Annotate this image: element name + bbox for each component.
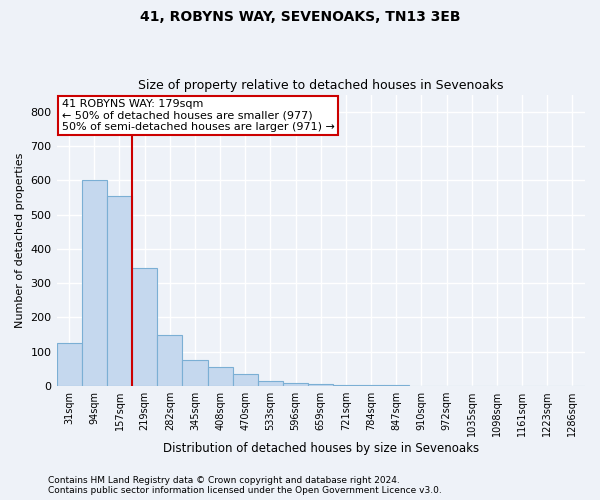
X-axis label: Distribution of detached houses by size in Sevenoaks: Distribution of detached houses by size … [163,442,479,455]
Bar [107,196,132,386]
Bar [233,374,258,386]
Y-axis label: Number of detached properties: Number of detached properties [15,152,25,328]
Text: 41, ROBYNS WAY, SEVENOAKS, TN13 3EB: 41, ROBYNS WAY, SEVENOAKS, TN13 3EB [140,10,460,24]
Bar [334,385,359,386]
Bar [182,360,208,386]
Text: Contains HM Land Registry data © Crown copyright and database right 2024.
Contai: Contains HM Land Registry data © Crown c… [48,476,442,495]
Bar [208,367,233,386]
Bar [308,384,334,386]
Text: 41 ROBYNS WAY: 179sqm
← 50% of detached houses are smaller (977)
50% of semi-det: 41 ROBYNS WAY: 179sqm ← 50% of detached … [62,99,335,132]
Title: Size of property relative to detached houses in Sevenoaks: Size of property relative to detached ho… [138,79,503,92]
Bar [56,343,82,386]
Bar [157,334,182,386]
Bar [82,180,107,386]
Bar [283,382,308,386]
Bar [258,381,283,386]
Bar [132,268,157,386]
